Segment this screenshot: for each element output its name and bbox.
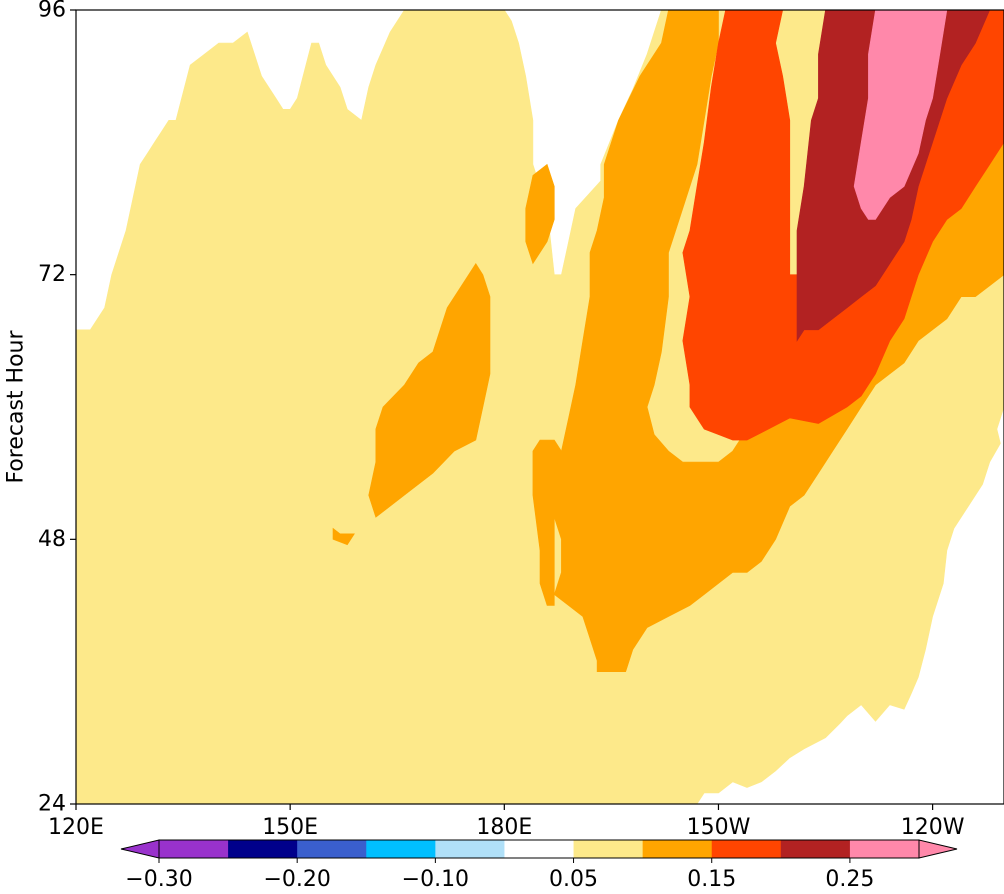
y-tick-label-3: 96 bbox=[38, 0, 66, 23]
contour-region-5 bbox=[332, 527, 355, 546]
colorbar-swatch-3 bbox=[366, 840, 436, 858]
colorbar-swatch-0 bbox=[159, 840, 229, 858]
colorbar-swatch-5 bbox=[504, 840, 575, 858]
colorbar-frame bbox=[158, 839, 920, 859]
colorbar-tick-label-5: 0.25 bbox=[825, 867, 874, 892]
colorbar-swatch-7 bbox=[642, 840, 713, 858]
y-tick-label-1: 48 bbox=[38, 527, 66, 552]
colorbar-tick-label-1: −0.20 bbox=[263, 867, 330, 892]
x-axis: 120E 150E 180E 150W 120W bbox=[48, 804, 965, 840]
x-tick-label-2: 180E bbox=[476, 815, 532, 840]
x-tick-label-3: 150W bbox=[687, 815, 751, 840]
y-tick-label-2: 72 bbox=[38, 262, 66, 287]
colorbar-swatch-2 bbox=[297, 840, 367, 858]
colorbar-tick-label-3: 0.05 bbox=[549, 867, 598, 892]
colorbar-swatch-9 bbox=[780, 840, 851, 858]
colorbar-tick-label-0: −0.30 bbox=[125, 867, 192, 892]
plot-frame bbox=[75, 9, 1004, 805]
contour-fill-layer bbox=[76, 10, 1004, 804]
colorbar: −0.30 −0.20 −0.10 0.05 0.15 0.25 bbox=[120, 839, 958, 892]
colorbar-swatch-4 bbox=[435, 840, 506, 858]
contour-region-3 bbox=[368, 263, 491, 518]
contour-region-4 bbox=[525, 163, 555, 265]
x-tick-label-0: 120E bbox=[48, 815, 104, 840]
colorbar-swatch-6 bbox=[573, 840, 644, 858]
x-tick-label-4: 120W bbox=[901, 815, 965, 840]
contour-region-8 bbox=[853, 10, 948, 220]
colorbar-swatch-1 bbox=[228, 840, 298, 858]
colorbar-tick-label-4: 0.15 bbox=[687, 867, 736, 892]
y-axis-label: Forecast Hour bbox=[4, 330, 29, 484]
x-tick-label-1: 150E bbox=[262, 815, 318, 840]
colorbar-extend-high bbox=[918, 839, 958, 859]
colorbar-tick-label-2: −0.10 bbox=[402, 867, 469, 892]
y-axis: 24 48 72 96 bbox=[38, 0, 76, 817]
colorbar-extend-low bbox=[120, 839, 160, 859]
contour-region-2 bbox=[532, 439, 562, 606]
colorbar-swatch-10 bbox=[849, 840, 920, 858]
y-tick-label-0: 24 bbox=[38, 792, 66, 817]
colorbar-swatch-8 bbox=[711, 840, 782, 858]
